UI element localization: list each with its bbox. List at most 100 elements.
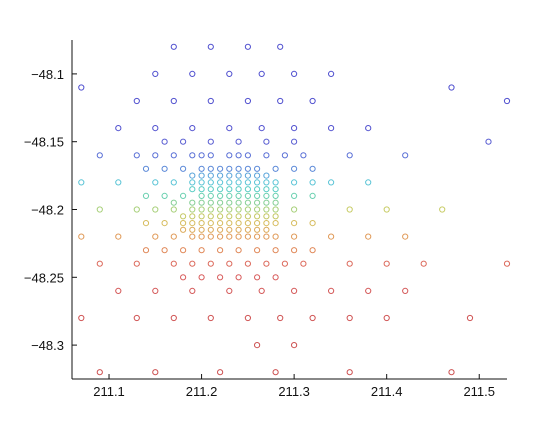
data-point (291, 287, 298, 294)
data-point (217, 233, 224, 240)
data-point (235, 152, 242, 159)
data-point (226, 220, 233, 227)
data-point (226, 192, 233, 199)
data-point (189, 213, 196, 220)
data-point (180, 165, 187, 172)
data-point (142, 165, 150, 172)
data-point (254, 213, 261, 220)
data-point (244, 199, 251, 206)
data-point (207, 186, 214, 193)
y-tick-label: −48.1 (31, 67, 64, 82)
data-point (272, 233, 279, 240)
data-point (291, 165, 298, 172)
data-point (300, 260, 307, 267)
x-tick-label: 211.1 (93, 384, 125, 399)
data-point (281, 152, 288, 159)
data-point (272, 179, 279, 186)
data-point (309, 314, 316, 322)
data-point (226, 179, 233, 186)
data-point (263, 152, 270, 159)
data-point (244, 186, 251, 193)
data-point (235, 172, 242, 179)
data-point (254, 206, 261, 213)
data-point (244, 213, 251, 220)
data-point (383, 260, 390, 267)
data-point (235, 199, 242, 206)
data-point (254, 220, 261, 227)
data-point (161, 192, 168, 199)
data-point (161, 247, 168, 254)
data-point (142, 192, 150, 199)
data-point (198, 220, 205, 227)
data-point (402, 152, 409, 159)
data-point (291, 70, 298, 78)
data-point (189, 186, 196, 193)
data-point (272, 186, 279, 193)
data-point (198, 179, 205, 186)
data-point (263, 172, 270, 179)
data-point (161, 165, 168, 172)
data-point (78, 233, 85, 240)
data-point (142, 247, 150, 254)
data-point (272, 220, 279, 227)
data-point (235, 192, 242, 199)
data-point (244, 43, 251, 50)
data-point (189, 125, 196, 132)
data-point (152, 152, 159, 159)
data-point (254, 233, 261, 240)
data-point (217, 172, 224, 179)
data-point (217, 226, 224, 233)
data-point (235, 233, 242, 240)
data-point (485, 138, 492, 145)
data-point (198, 172, 205, 179)
data-point (180, 274, 187, 281)
data-point (226, 165, 233, 172)
data-point (346, 206, 353, 213)
data-point (235, 186, 242, 193)
data-point (152, 70, 159, 78)
data-point (152, 206, 159, 213)
data-point (244, 226, 251, 233)
data-point (244, 165, 251, 172)
data-point (198, 152, 205, 159)
data-point (254, 342, 261, 349)
y-tick-label: −48.2 (31, 203, 64, 218)
data-point (291, 192, 298, 199)
data-point (207, 97, 214, 105)
data-point (170, 97, 177, 105)
data-point (244, 233, 251, 240)
data-point (272, 369, 279, 376)
data-point (207, 213, 214, 220)
data-point (96, 152, 103, 159)
y-tick-label: −48.25 (24, 270, 64, 285)
data-point (254, 172, 261, 179)
data-point (263, 220, 270, 227)
data-point (207, 206, 214, 213)
data-point (258, 125, 265, 132)
data-point (207, 192, 214, 199)
data-point (198, 274, 205, 281)
data-point (309, 97, 316, 105)
data-point (254, 274, 261, 281)
data-point (254, 247, 261, 254)
data-point (207, 226, 214, 233)
data-point (207, 172, 214, 179)
data-point (277, 314, 284, 322)
data-point (235, 213, 242, 220)
data-point (272, 192, 279, 199)
data-point (189, 233, 196, 240)
data-point (328, 233, 335, 240)
data-point (328, 287, 335, 294)
data-point (226, 125, 233, 132)
data-point (207, 199, 214, 206)
data-point (170, 233, 177, 240)
data-point (258, 70, 265, 78)
data-point (189, 260, 196, 267)
data-point (133, 314, 140, 322)
data-point (189, 206, 196, 213)
data-point (207, 138, 214, 145)
data-point (189, 226, 196, 233)
data-point (198, 206, 205, 213)
